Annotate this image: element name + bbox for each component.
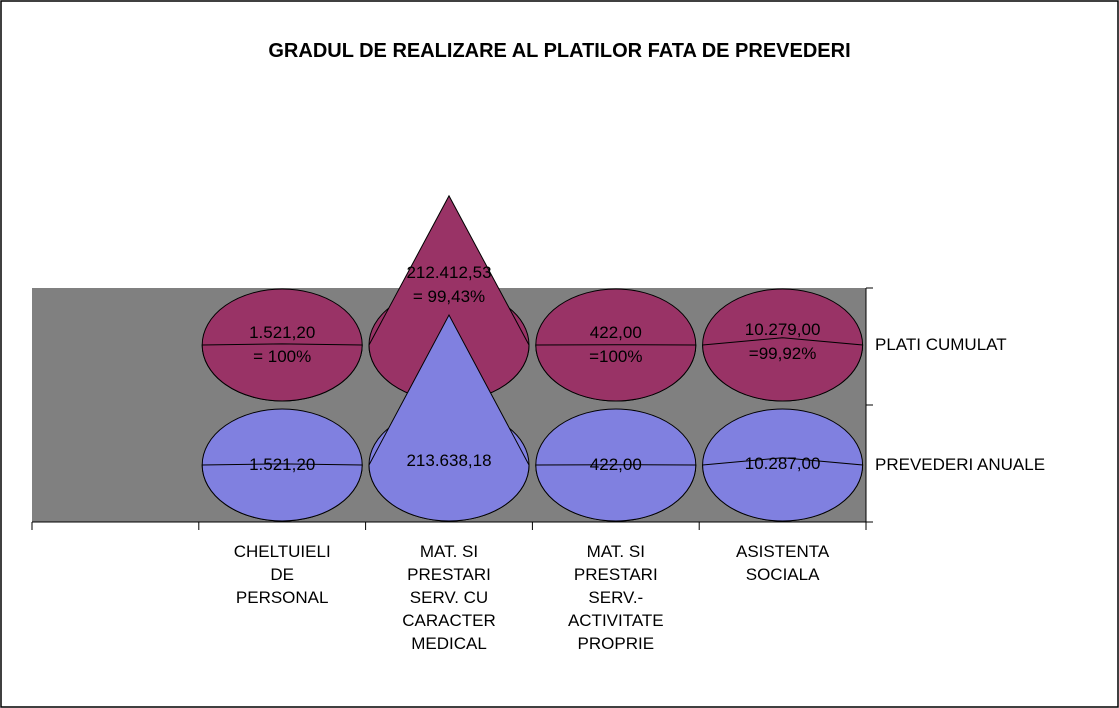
data-label: 422,00 bbox=[589, 454, 642, 474]
cone bbox=[201, 463, 363, 522]
cone bbox=[201, 343, 363, 402]
cone bbox=[702, 457, 864, 522]
data-label: 1.521,20 = 100% bbox=[249, 322, 316, 366]
cone bbox=[535, 344, 697, 402]
x-tick-label: MAT. SI PRESTARI SERV. CU CARACTER MEDIC… bbox=[402, 542, 496, 653]
data-label: 10.287,00 bbox=[744, 454, 821, 474]
data-label: 422,00 =100% bbox=[589, 322, 643, 366]
cone bbox=[535, 464, 697, 522]
data-label: 213.638,18 bbox=[406, 451, 492, 471]
data-label: 212.412,53 = 99,43% bbox=[406, 263, 492, 307]
x-tick-label: MAT. SI PRESTARI SERV.- ACTIVITATE PROPR… bbox=[567, 542, 664, 653]
x-tick-label: CHELTUIELI DE PERSONAL bbox=[233, 542, 331, 607]
x-tick-label: ASISTENTA SOCIALA bbox=[735, 542, 830, 584]
cone bbox=[368, 313, 530, 522]
data-label: 10.279,00 =99,92% bbox=[744, 320, 821, 364]
chart-title: GRADUL DE REALIZARE AL PLATILOR FATA DE … bbox=[268, 40, 851, 62]
data-label: 1.521,20 bbox=[249, 454, 316, 474]
row-label: PREVEDERI ANUALE bbox=[875, 455, 1046, 474]
cone bbox=[702, 337, 864, 402]
row-label: PLATI CUMULAT bbox=[875, 335, 1007, 354]
